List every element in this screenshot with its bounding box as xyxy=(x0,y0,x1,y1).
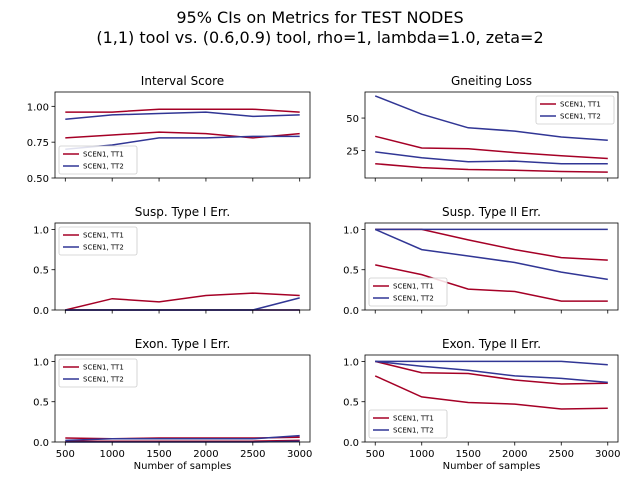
x-tick-label: 500 xyxy=(56,449,75,460)
chart-panel-2: Gneiting Loss 25 50 SCEN1, TT1 SCEN1, TT2 xyxy=(346,74,619,182)
series-line xyxy=(65,297,300,311)
y-tick-label: 1.0 xyxy=(33,357,49,368)
x-tick-label: 500 xyxy=(366,449,385,460)
panel-title: Exon. Type I Err. xyxy=(135,337,231,351)
x-tick-label: 1000 xyxy=(409,449,434,460)
y-tick-label: 0.5 xyxy=(343,398,359,409)
x-tick-label: 2000 xyxy=(193,449,218,460)
y-tick-label: 50 xyxy=(346,114,359,125)
series-line xyxy=(65,439,300,442)
x-tick-label: 1500 xyxy=(146,449,171,460)
plot-frame xyxy=(54,222,311,311)
legend-label: SCEN1, TT1 xyxy=(560,101,601,109)
legend-box xyxy=(368,277,448,307)
x-tick-label: 1500 xyxy=(456,449,481,460)
y-tick-label: 1.0 xyxy=(343,357,359,368)
series-line xyxy=(374,95,608,141)
y-tick-label: 1.00 xyxy=(27,102,49,113)
x-tick-label: 3000 xyxy=(287,449,312,460)
y-tick-label: 0.75 xyxy=(27,138,49,149)
legend-label: SCEN1, TT2 xyxy=(393,295,434,303)
x-tick-label: 1000 xyxy=(99,449,124,460)
plot-frame xyxy=(364,91,619,179)
figure-title-line1: 95% CIs on Metrics for TEST NODES xyxy=(176,8,464,27)
y-tick-label: 0.0 xyxy=(343,438,359,449)
series-line xyxy=(65,131,300,139)
legend-label: SCEN1, TT1 xyxy=(393,415,434,423)
chart-panel-3: Susp. Type I Err.0.00.51.0 SCEN1, TT1SCEN… xyxy=(33,205,311,317)
legend: SCEN1, TT1 SCEN1, TT2 xyxy=(368,409,448,439)
series-line xyxy=(65,111,300,120)
panel-title: Susp. Type I Err. xyxy=(135,205,230,219)
legend-box xyxy=(58,226,138,256)
legend: SCEN1, TT1 SCEN1, TT2 xyxy=(58,226,138,256)
panel-title: Exon. Type II Err. xyxy=(442,337,541,351)
x-tick-label: 2500 xyxy=(549,449,574,460)
series-line xyxy=(374,228,608,281)
y-tick-label: 0.50 xyxy=(27,174,49,185)
legend: SCEN1, TT1 SCEN1, TT2 xyxy=(535,95,615,125)
series-line xyxy=(65,434,300,442)
legend: SCEN1, TT1 SCEN1, TT2 xyxy=(58,358,138,388)
panel-title: Interval Score xyxy=(141,74,224,88)
series-line xyxy=(375,151,608,165)
series-line xyxy=(65,292,300,311)
series-line xyxy=(375,264,608,302)
figure-title-line2: (1,1) tool vs. (0.6,0.9) tool, rho=1, la… xyxy=(96,28,544,47)
y-tick-label: 0.0 xyxy=(33,306,49,317)
legend-label: SCEN1, TT2 xyxy=(393,427,434,435)
legend-label: SCEN1, TT1 xyxy=(83,232,124,240)
plot-frame xyxy=(364,222,619,311)
y-tick-label: 1.0 xyxy=(33,225,49,236)
legend-label: SCEN1, TT2 xyxy=(83,376,124,384)
legend-box xyxy=(58,145,138,175)
legend-box xyxy=(535,95,615,125)
x-tick-label: 2500 xyxy=(240,449,265,460)
legend-label: SCEN1, TT1 xyxy=(393,283,434,291)
y-tick-label: 0.5 xyxy=(33,266,49,277)
legend-box xyxy=(58,358,138,388)
y-tick-label: 0.0 xyxy=(33,438,49,449)
legend: SCEN1, TT1 SCEN1, TT2 xyxy=(368,277,448,307)
legend-label: SCEN1, TT1 xyxy=(83,151,124,159)
chart-panel-6: Exon. Type II Err. 0.0 0.5 1.0 500 1000 1500 20… xyxy=(343,337,620,472)
x-tick-label: 2000 xyxy=(502,449,527,460)
x-tick-label: 3000 xyxy=(595,449,620,460)
y-tick-label: 0.0 xyxy=(343,306,359,317)
series-line xyxy=(375,135,608,160)
plot-frame xyxy=(364,354,619,443)
panel-title: Susp. Type II Err. xyxy=(442,205,541,219)
legend: SCEN1, TT1 SCEN1, TT2 xyxy=(58,145,138,175)
y-tick-label: 1.0 xyxy=(343,225,359,236)
series-line xyxy=(375,162,608,173)
legend-label: SCEN1, TT2 xyxy=(83,244,124,252)
legend-label: SCEN1, TT2 xyxy=(560,113,601,121)
series-line xyxy=(375,360,608,384)
y-tick-label: 25 xyxy=(346,147,359,158)
series-line xyxy=(375,360,608,366)
series-line xyxy=(374,375,608,410)
x-axis-label: Number of samples xyxy=(443,461,541,472)
panel-title: Gneiting Loss xyxy=(451,74,532,88)
legend-box xyxy=(368,409,448,439)
series-line xyxy=(375,360,608,385)
plot-frame xyxy=(54,91,311,179)
y-tick-label: 0.5 xyxy=(343,266,359,277)
legend-label: SCEN1, TT2 xyxy=(83,163,124,171)
legend-label: SCEN1, TT1 xyxy=(83,364,124,372)
y-tick-label: 0.5 xyxy=(33,398,49,409)
plot-frame xyxy=(54,354,311,443)
chart-panel-5: Exon. Type I Err. 0.0 0.5 1.0 500 1000 1500 200… xyxy=(33,337,312,472)
x-axis-label: Number of samples xyxy=(134,461,232,472)
series-line xyxy=(65,108,300,113)
